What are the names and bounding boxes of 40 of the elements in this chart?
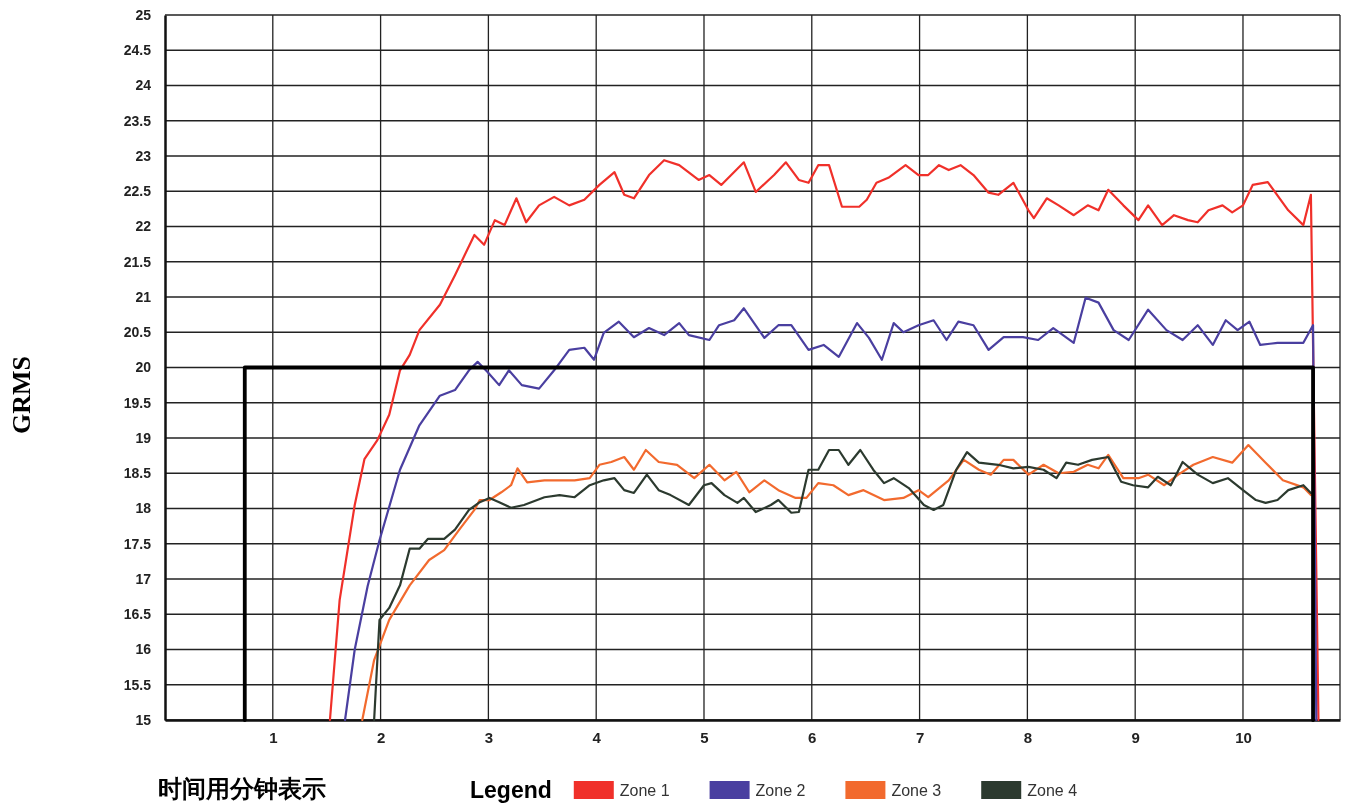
y-tick-label: 18: [135, 500, 152, 517]
y-tick-label: 22: [135, 218, 152, 235]
y-tick-label: 17.5: [123, 535, 152, 552]
y-tick-label: 21: [135, 288, 152, 305]
legend-label: Zone 1: [619, 782, 670, 799]
y-tick-label: 19: [135, 429, 152, 446]
y-tick-label: 24.5: [123, 42, 152, 59]
x-tick-label: 3: [484, 728, 494, 746]
x-tick-label: 1: [269, 728, 278, 746]
legend-label: Zone 3: [891, 782, 942, 799]
y-tick-label: 18.5: [123, 465, 152, 482]
y-tick-label: 21.5: [123, 253, 152, 270]
legend-label: Zone 2: [755, 782, 806, 799]
x-tick-label: 6: [808, 728, 817, 746]
y-tick-label: 17: [135, 570, 152, 587]
legend-label: Zone 4: [1027, 782, 1078, 799]
line-series: [343, 296, 1318, 722]
y-tick-label: 16.5: [123, 606, 152, 623]
x-axis-title: 时间用分钟表示: [158, 775, 326, 803]
x-tick-label: 10: [1235, 728, 1252, 746]
y-tick-label: 20: [135, 359, 152, 376]
y-tick-label: 24: [135, 77, 152, 94]
x-tick-label: 9: [1131, 728, 1140, 746]
y-tick-label: 20.5: [123, 324, 152, 341]
y-tick-label: 16: [135, 641, 152, 658]
x-tick-label: 2: [376, 728, 386, 746]
y-tick-label: 19.5: [123, 394, 152, 411]
y-tick-label: 25: [135, 6, 152, 23]
y-axis-title: GRMS: [7, 356, 36, 434]
y-tick-label: 23: [135, 147, 152, 164]
x-tick-label: 4: [592, 728, 602, 746]
legend-title: Legend: [470, 777, 552, 803]
x-tick-label: 8: [1023, 728, 1033, 746]
y-tick-label: 22.5: [123, 183, 152, 200]
x-tick-label: 5: [700, 728, 709, 746]
line-series: [328, 159, 1320, 722]
x-tick-label: 7: [915, 728, 925, 746]
y-tick-label: 15.5: [123, 676, 152, 693]
y-tick-label: 15: [135, 711, 152, 728]
y-tick-label: 23.5: [123, 112, 152, 129]
